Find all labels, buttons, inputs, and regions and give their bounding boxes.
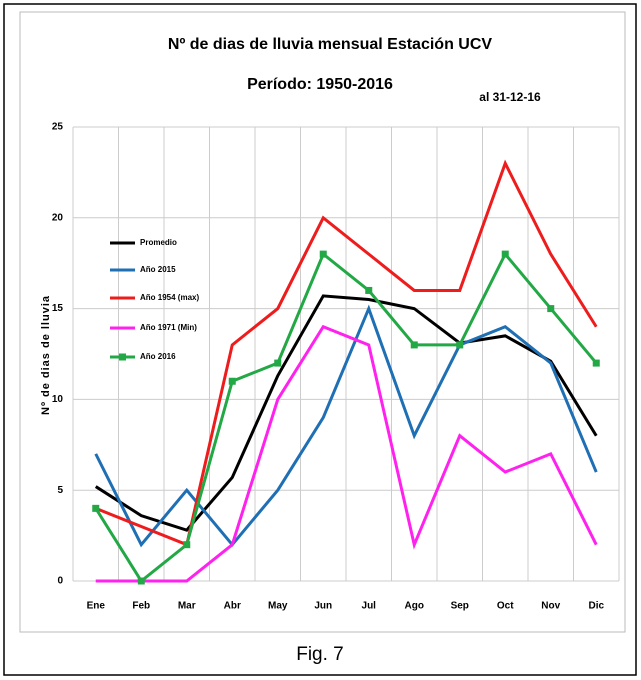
point-marker xyxy=(501,250,509,258)
x-tick-label: Nov xyxy=(541,601,560,612)
x-tick-label: Dic xyxy=(588,601,604,612)
x-tick-label: Jul xyxy=(362,601,377,612)
annotation: al 31-12-16 xyxy=(479,90,541,104)
legend-label: Año 2015 xyxy=(140,265,176,274)
y-axis-label: Nº de dias de lluvia xyxy=(40,295,52,415)
legend-marker xyxy=(119,353,126,361)
legend-label: Año 1971 (Min) xyxy=(140,323,197,332)
x-tick-label: May xyxy=(268,601,288,612)
y-tick-label: 15 xyxy=(52,303,64,314)
x-tick-label: Sep xyxy=(451,601,469,612)
x-tick-label: Abr xyxy=(224,601,241,612)
chart-subtitle: Período: 1950-2016 xyxy=(247,76,393,93)
legend-label: Año 1954 (max) xyxy=(140,293,199,302)
y-tick-label: 0 xyxy=(57,576,63,587)
x-tick-label: Oct xyxy=(497,601,514,612)
series-line xyxy=(95,159,598,547)
series-line xyxy=(95,324,598,583)
caption: Fig. 7 xyxy=(296,644,344,665)
outer-border xyxy=(3,3,637,676)
series-line xyxy=(94,251,598,584)
x-tick-label: Ene xyxy=(87,601,106,612)
chart-title: Nº de dias de lluvia mensual Estación UC… xyxy=(168,36,492,53)
point-marker xyxy=(592,359,600,367)
y-tick-label: 25 xyxy=(52,122,64,133)
x-tick-label: Ago xyxy=(405,601,424,612)
legend-label: Año 2016 xyxy=(140,352,176,361)
y-tick-label: 20 xyxy=(52,212,64,223)
x-tick-label: Jun xyxy=(314,601,332,612)
point-marker xyxy=(228,377,236,385)
legend-label: Promedio xyxy=(140,238,177,247)
chart-frame xyxy=(19,11,626,633)
point-marker xyxy=(456,341,464,349)
point-marker xyxy=(274,359,282,367)
x-tick-label: Feb xyxy=(132,601,150,612)
point-marker xyxy=(137,577,145,585)
point-marker xyxy=(183,541,191,549)
point-marker xyxy=(92,504,100,512)
series-line xyxy=(94,294,598,532)
y-tick-label: 5 xyxy=(57,485,63,496)
series-line xyxy=(94,304,598,548)
x-tick-label: Mar xyxy=(178,601,196,612)
y-tick-label: 10 xyxy=(52,394,64,405)
point-marker xyxy=(319,250,327,258)
point-marker xyxy=(547,305,555,313)
point-marker xyxy=(410,341,418,349)
point-marker xyxy=(365,286,373,294)
